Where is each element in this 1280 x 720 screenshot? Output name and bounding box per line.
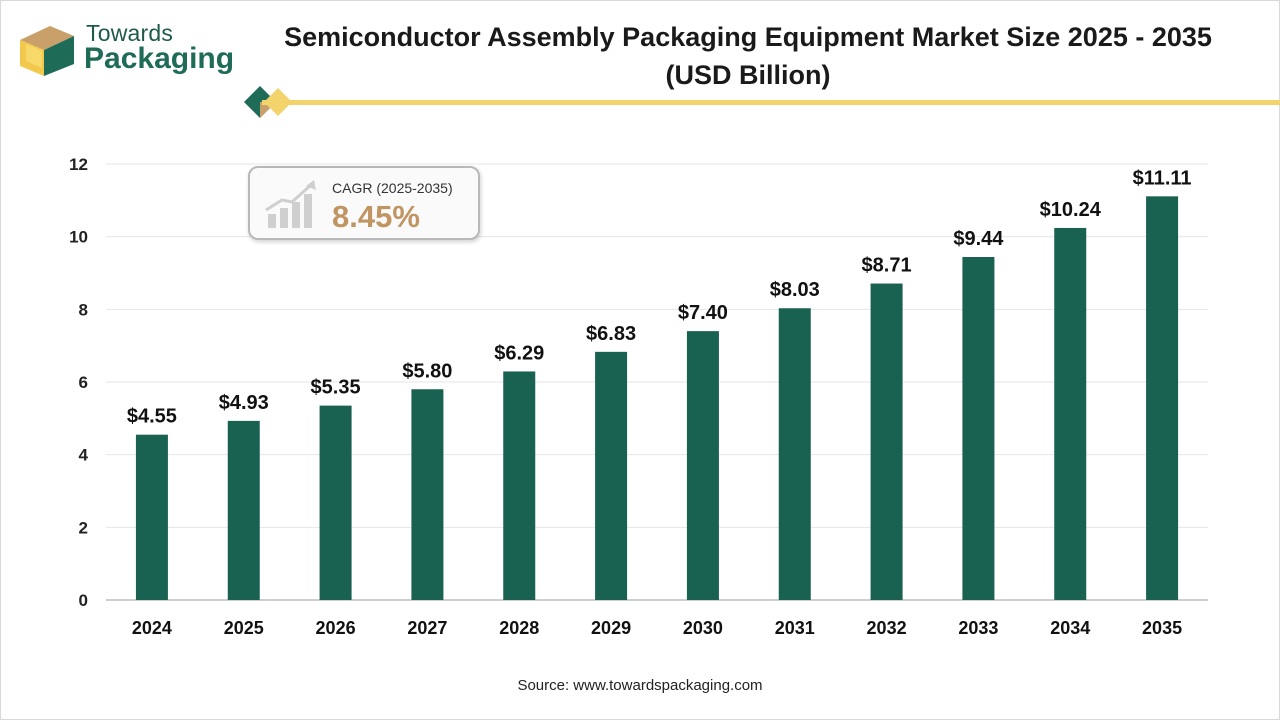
bar xyxy=(778,308,811,600)
data-label: $6.29 xyxy=(494,342,544,364)
data-label: $8.71 xyxy=(862,255,912,277)
brand-name-line1: Towards xyxy=(86,20,174,46)
x-tick-label: 2032 xyxy=(867,618,907,638)
data-label: $11.11 xyxy=(1133,167,1192,189)
title-underline xyxy=(262,100,1280,105)
bar xyxy=(135,434,168,600)
y-tick-label: 8 xyxy=(79,300,88,319)
source-note: Source: www.towardspackaging.com xyxy=(517,677,763,694)
bar xyxy=(686,331,719,600)
bar xyxy=(319,405,352,600)
x-tick-label: 2028 xyxy=(499,618,539,638)
y-tick-label: 0 xyxy=(79,591,88,610)
bar xyxy=(962,257,995,600)
chart-title: Semiconductor Assembly Packaging Equipme… xyxy=(248,18,1248,94)
data-label: $4.93 xyxy=(219,392,269,414)
bar xyxy=(503,371,536,600)
cagr-callout: CAGR (2025-2035) 8.45% xyxy=(248,166,480,240)
brand-logo: Towards Packaging xyxy=(16,18,236,84)
brand-name-line2: Packaging xyxy=(84,42,235,75)
x-tick-label: 2031 xyxy=(775,618,815,638)
bar xyxy=(595,351,628,600)
data-label: $7.40 xyxy=(678,302,728,324)
x-tick-label: 2027 xyxy=(407,618,447,638)
x-tick-label: 2025 xyxy=(224,618,264,638)
cagr-label: CAGR (2025-2035) xyxy=(332,180,453,196)
data-label: $10.24 xyxy=(1040,199,1102,221)
bar xyxy=(870,283,903,600)
y-tick-label: 12 xyxy=(69,155,88,174)
bar-chart: 0 2 4 6 8 10 12 $4.55 2024 $4.93 2025 $5.35 2026 $5.8… xyxy=(69,155,1208,638)
y-tick-label: 4 xyxy=(79,446,89,465)
data-label: $9.44 xyxy=(953,228,1004,250)
x-tick-label: 2033 xyxy=(958,618,998,638)
chart-title-line1: Semiconductor Assembly Packaging Equipme… xyxy=(284,22,1212,52)
x-tick-label: 2030 xyxy=(683,618,723,638)
data-label: $6.83 xyxy=(586,323,636,345)
y-tick-label: 2 xyxy=(79,518,88,537)
data-label: $8.03 xyxy=(770,279,820,301)
chart-title-line2: (USD Billion) xyxy=(665,60,831,90)
x-tick-label: 2026 xyxy=(316,618,356,638)
data-label: $5.35 xyxy=(311,377,361,399)
bar xyxy=(227,420,260,600)
data-label: $5.80 xyxy=(402,360,452,382)
y-tick-label: 10 xyxy=(69,228,88,247)
x-tick-label: 2034 xyxy=(1050,618,1090,638)
data-label: $4.55 xyxy=(127,406,177,428)
growth-chart-icon xyxy=(265,180,316,228)
x-tick-label: 2024 xyxy=(132,618,172,638)
x-tick-label: 2035 xyxy=(1142,618,1182,638)
box-logo-icon xyxy=(20,26,74,76)
bar xyxy=(411,389,444,600)
cagr-value: 8.45% xyxy=(332,199,420,234)
x-tick-label: 2029 xyxy=(591,618,631,638)
bar xyxy=(1146,196,1179,600)
y-tick-label: 6 xyxy=(79,373,88,392)
bar xyxy=(1054,227,1087,600)
